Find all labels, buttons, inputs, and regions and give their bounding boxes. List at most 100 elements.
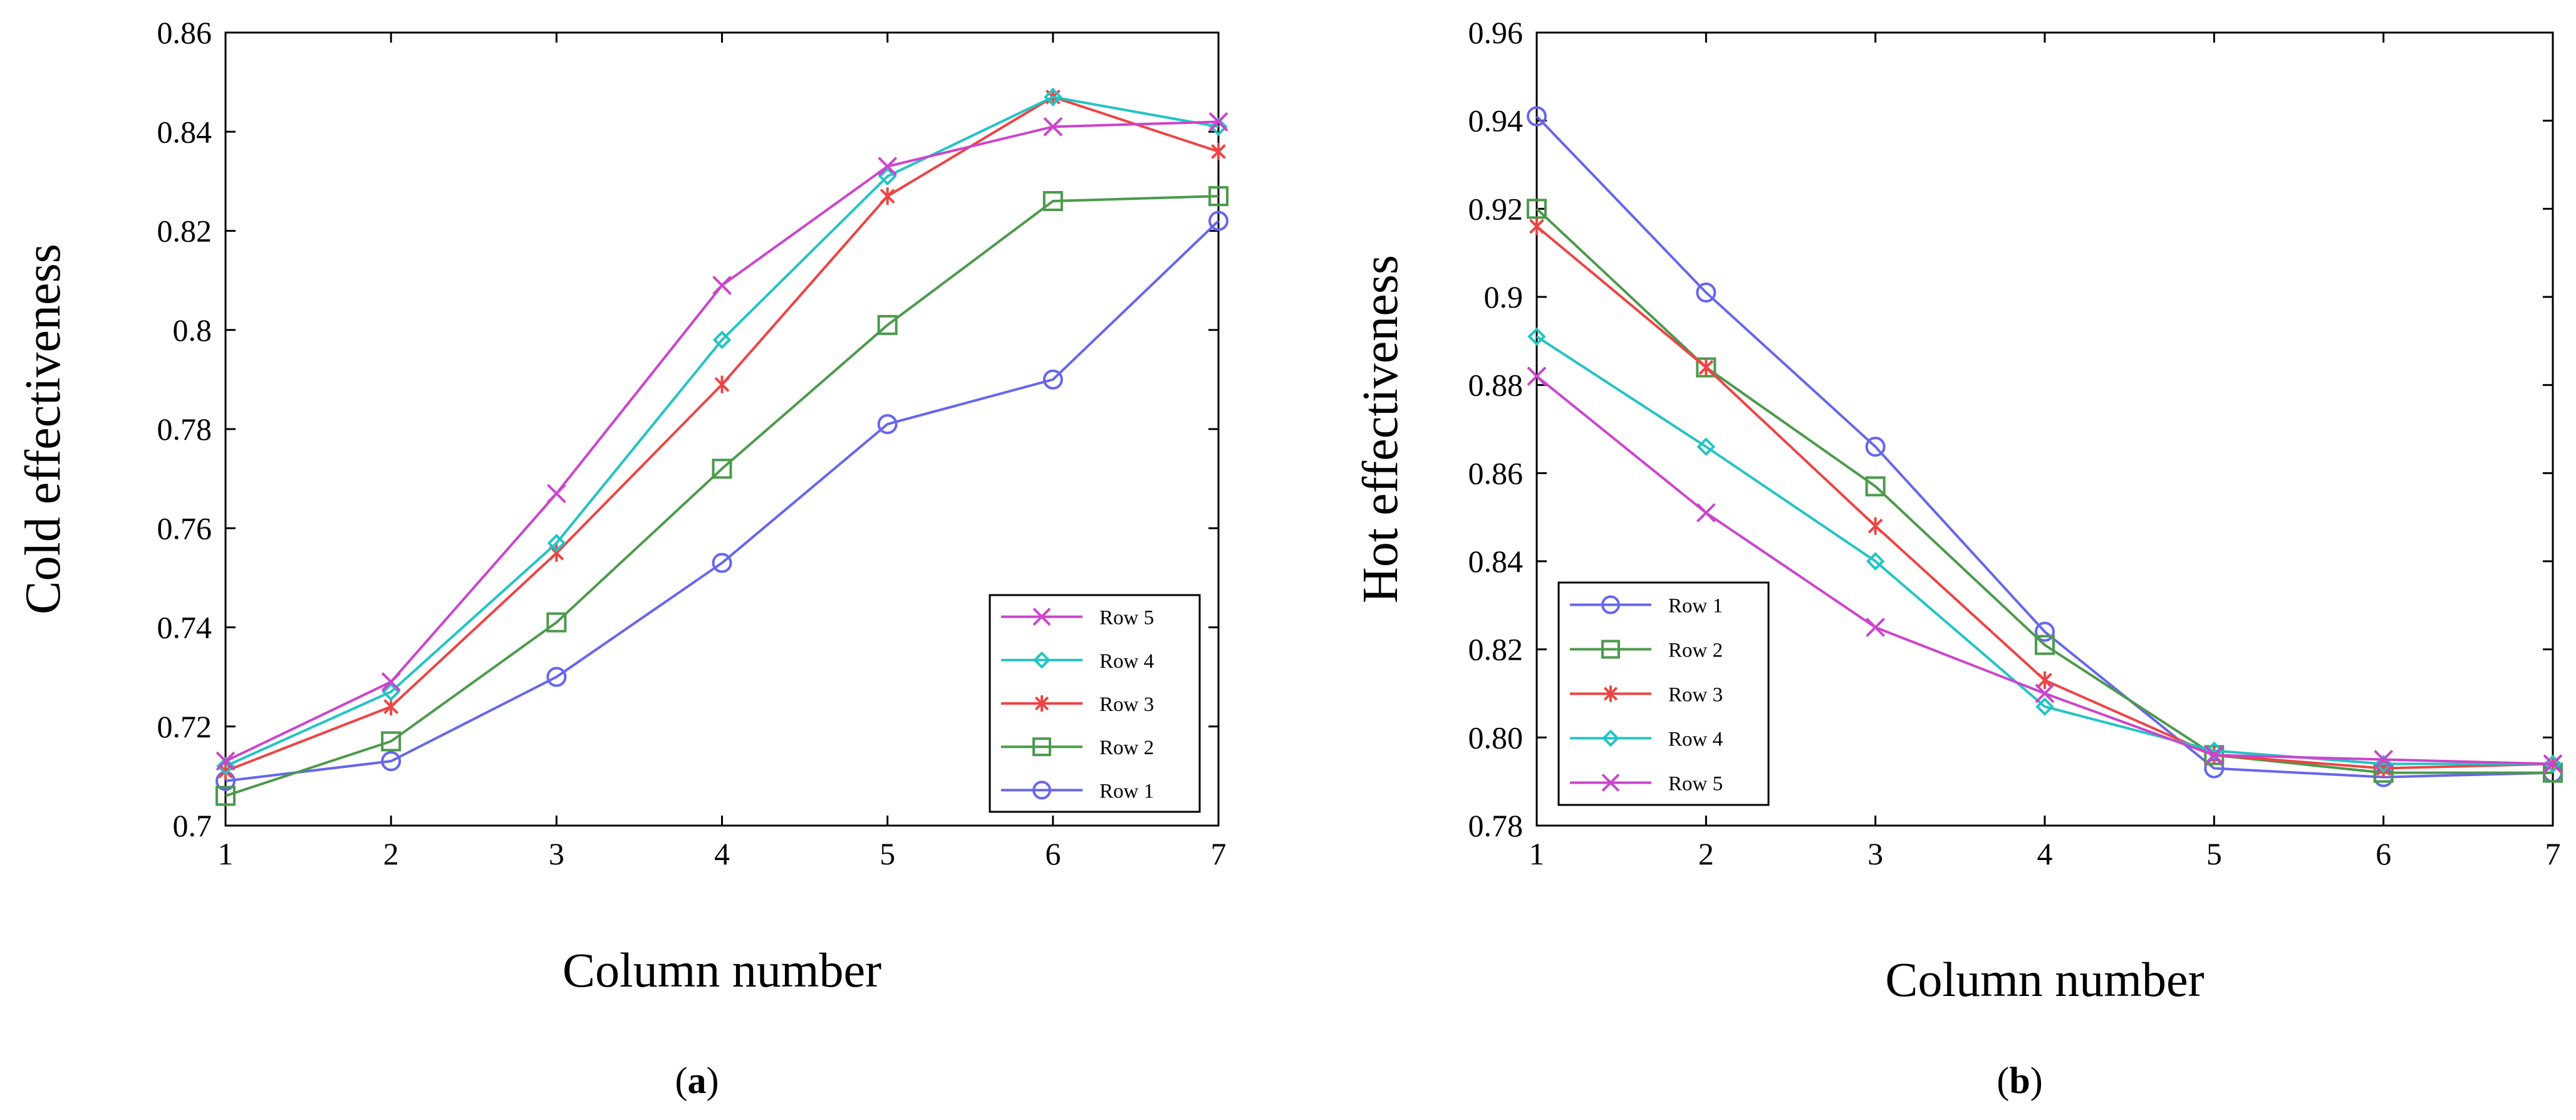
data-point-a-row-2 — [546, 612, 567, 633]
legend-entry-label: Row 2 — [1668, 640, 1723, 662]
y-tick-label: 0.78 — [157, 412, 212, 447]
data-point-a-row-5 — [1208, 112, 1228, 132]
series-line-a-row-1 — [225, 220, 1220, 782]
data-point-b-row-3 — [2037, 671, 2052, 689]
data-point-a-row-4 — [1209, 117, 1228, 137]
data-point-a-row-5 — [546, 484, 566, 504]
data-point-a-row-2 — [1208, 186, 1228, 207]
data-point-b-row-5 — [1866, 618, 1886, 637]
data-point-a-row-5 — [381, 672, 401, 692]
data-point-b-row-5 — [2374, 750, 2394, 769]
x-tick-label: 5 — [880, 836, 895, 871]
x-tick-label: 2 — [1698, 836, 1714, 871]
data-point-a-row-4 — [216, 757, 235, 775]
x-tick-label: 6 — [2376, 836, 2391, 871]
series-a-row-5 — [216, 112, 1228, 771]
legend-marker — [1032, 737, 1051, 757]
y-axis-title-a: Cold effectiveness — [16, 244, 71, 614]
legend-marker — [1602, 729, 1619, 747]
legend-a: Row 5 Row 4 Row 3 Row 2 Row 1 — [989, 594, 1201, 813]
data-point-b-row-4 — [2374, 754, 2393, 774]
legend-entry-label: Row 5 — [1668, 773, 1723, 796]
legend-entry-label: Row 5 — [1099, 607, 1154, 630]
data-point-a-row-3 — [880, 187, 895, 205]
data-point-a-row-2 — [216, 786, 236, 806]
data-point-a-row-2 — [381, 731, 402, 752]
x-axis-title-b: Column number — [1885, 952, 2204, 1007]
legend-marker — [1032, 608, 1051, 626]
y-tick-label: 0.74 — [157, 610, 212, 645]
data-point-a-row-1 — [1208, 210, 1228, 231]
data-point-a-row-1 — [1042, 369, 1063, 390]
data-point-a-row-3 — [714, 375, 730, 393]
data-point-b-row-4 — [2205, 741, 2224, 760]
x-tick-label: 7 — [1211, 836, 1227, 871]
legend-b: Row 1 Row 2 Row 3 Row 4 Row 5 — [1557, 581, 1770, 806]
series-a-row-4 — [216, 88, 1228, 775]
data-point-b-row-4 — [1866, 552, 1885, 571]
legend-marker — [1033, 651, 1051, 669]
data-point-a-row-5 — [1043, 117, 1063, 137]
x-tick-label: 1 — [1529, 836, 1545, 871]
x-tick-label: 1 — [218, 836, 234, 871]
caption-a: (a) — [675, 1060, 719, 1101]
series-a-row-2 — [216, 186, 1228, 806]
data-point-b-row-3 — [1529, 217, 1544, 236]
data-point-a-row-2 — [1042, 191, 1063, 212]
legend-marker — [1601, 640, 1620, 659]
data-point-b-row-3 — [1698, 358, 1714, 376]
legend-marker — [1603, 685, 1618, 702]
legend-marker — [1601, 595, 1620, 614]
data-point-a-row-1 — [381, 751, 402, 772]
data-point-b-row-4 — [1527, 327, 1546, 346]
data-point-a-row-1 — [877, 414, 898, 435]
data-point-a-row-4 — [1044, 88, 1062, 106]
y-tick-label: 0.94 — [1468, 103, 1524, 138]
x-tick-label: 3 — [549, 836, 564, 871]
data-point-b-row-5 — [1527, 366, 1547, 386]
x-tick-label: 6 — [1045, 836, 1061, 871]
legend-entry-label: Row 4 — [1668, 729, 1723, 751]
x-tick-label: 4 — [2037, 836, 2053, 871]
data-point-b-row-5 — [2543, 754, 2563, 774]
data-point-b-row-1 — [1696, 282, 1716, 303]
data-point-a-row-2 — [877, 314, 898, 335]
data-point-a-row-5 — [216, 751, 236, 771]
y-tick-label: 0.86 — [1468, 455, 1524, 490]
y-tick-label: 0.76 — [157, 511, 212, 546]
data-point-a-row-3 — [1211, 142, 1226, 160]
legend-entry-label: Row 2 — [1099, 737, 1154, 759]
caption-b: (b) — [1997, 1060, 2042, 1101]
y-tick-label: 0.82 — [157, 214, 212, 249]
data-point-a-row-4 — [712, 330, 732, 350]
data-point-b-row-2 — [1527, 199, 1547, 219]
y-tick-label: 0.80 — [1468, 720, 1524, 755]
y-tick-label: 0.88 — [1468, 368, 1524, 403]
data-point-a-row-5 — [878, 157, 898, 177]
y-tick-label: 0.9 — [1484, 279, 1524, 314]
data-point-b-row-2 — [1865, 476, 1886, 497]
data-point-a-row-4 — [382, 682, 400, 702]
legend-entry-label: Row 3 — [1099, 693, 1154, 716]
y-tick-label: 0.8 — [173, 313, 212, 348]
data-point-b-row-5 — [1696, 503, 1716, 523]
legend-entry-label: Row 1 — [1668, 595, 1723, 618]
legend-marker — [1032, 780, 1051, 800]
x-tick-label: 4 — [714, 836, 730, 871]
y-tick-label: 0.78 — [1468, 808, 1524, 843]
data-point-b-row-1 — [1865, 437, 1886, 457]
data-point-b-row-5 — [2204, 745, 2224, 765]
x-tick-label: 2 — [383, 836, 399, 871]
data-point-a-row-4 — [878, 167, 897, 186]
data-point-a-row-2 — [712, 459, 732, 479]
y-tick-label: 0.92 — [1468, 191, 1524, 226]
y-tick-label: 0.96 — [1468, 15, 1524, 50]
x-tick-label: 3 — [1867, 836, 1883, 871]
x-axis-title-a: Column number — [563, 943, 881, 997]
data-point-b-row-5 — [2035, 683, 2055, 703]
data-point-a-row-1 — [546, 666, 567, 687]
data-point-b-row-1 — [1527, 106, 1547, 127]
legend-entry-label: Row 3 — [1668, 684, 1723, 707]
data-point-a-row-4 — [547, 534, 566, 552]
data-point-b-row-1 — [2035, 621, 2055, 642]
